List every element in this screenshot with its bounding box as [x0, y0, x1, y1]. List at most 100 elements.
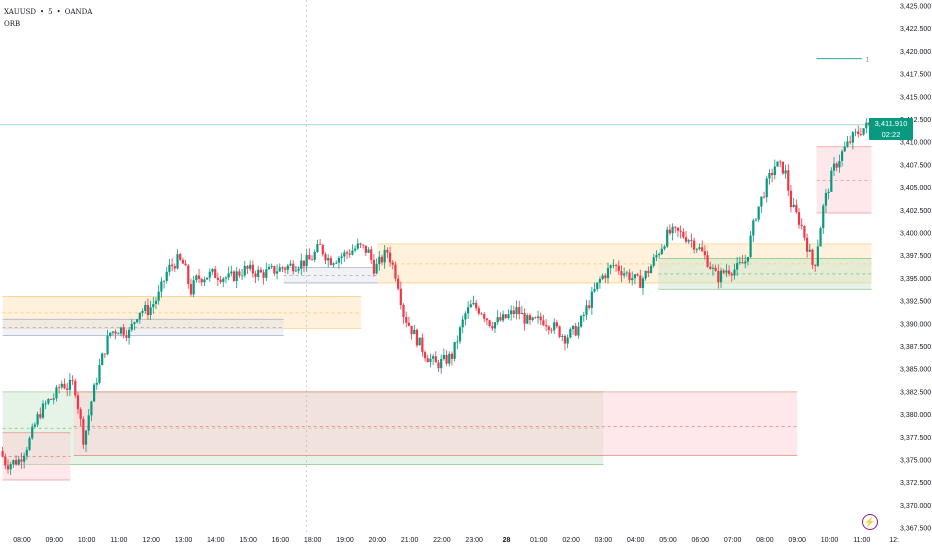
- indicator-label[interactable]: ORB: [4, 20, 21, 28]
- candle-body: [316, 244, 319, 252]
- candle-body: [722, 270, 725, 273]
- candle-body: [703, 251, 706, 256]
- candle-body: [830, 170, 833, 192]
- y-tick-label: 3,417.500: [900, 72, 931, 79]
- candle-body: [413, 329, 416, 335]
- candle-body: [95, 382, 98, 385]
- candle-body: [518, 307, 521, 315]
- x-tick-label: 15:00: [239, 537, 257, 544]
- candle-body: [666, 229, 669, 247]
- candle-body: [649, 265, 653, 274]
- candle-body: [746, 256, 750, 262]
- candle-body: [160, 281, 163, 292]
- candle-body: [531, 317, 534, 321]
- candle-body: [660, 248, 663, 255]
- candle-body: [461, 319, 464, 328]
- candle-body: [267, 267, 271, 270]
- candle-body: [776, 161, 779, 167]
- candle-body: [146, 305, 150, 316]
- candle-body: [693, 240, 696, 250]
- candle-body: [614, 264, 618, 266]
- candle-body: [176, 254, 179, 269]
- x-tick-label: 19:00: [336, 537, 354, 544]
- candle-body: [122, 327, 125, 336]
- tradingview-logo-icon[interactable]: ⚡: [862, 514, 878, 530]
- candle-body: [835, 163, 838, 168]
- candle-body: [305, 254, 308, 267]
- candle-body: [765, 178, 768, 198]
- candle-body: [625, 272, 628, 274]
- candle-body: [434, 356, 437, 363]
- y-tick-label: 3,392.500: [900, 299, 931, 306]
- x-tick-label: 05:00: [659, 537, 677, 544]
- candle-body: [553, 322, 556, 331]
- candle-body: [294, 270, 297, 272]
- candle-body: [604, 275, 607, 279]
- y-tick-label: 3,402.500: [900, 208, 931, 215]
- candle-body: [577, 326, 580, 336]
- candle-body: [781, 161, 784, 174]
- candle-body: [372, 259, 376, 274]
- symbol-line: XAUUSD • 5 • OANDA: [4, 6, 92, 18]
- candle-body: [203, 279, 206, 283]
- candle-body: [238, 271, 241, 276]
- candle-body: [370, 249, 373, 260]
- y-tick-label: 3,397.500: [900, 253, 931, 260]
- candle-body: [60, 383, 63, 388]
- candle-body: [501, 314, 505, 321]
- candle-body: [816, 246, 819, 266]
- candle-body: [58, 387, 61, 389]
- candle-body: [127, 329, 131, 338]
- candle-body: [4, 456, 7, 466]
- candle-body: [658, 254, 661, 256]
- candle-body: [388, 252, 392, 263]
- candle-body: [292, 263, 295, 272]
- candle-body: [795, 204, 798, 213]
- candle-body: [523, 313, 526, 324]
- orb-zone-green: [658, 258, 872, 290]
- candle-body: [655, 255, 658, 258]
- orb-zone-red: [73, 391, 798, 456]
- candle-body: [663, 246, 666, 249]
- candle-body: [208, 271, 211, 278]
- candle-body: [684, 237, 688, 242]
- candle-body: [647, 270, 650, 274]
- candle-body: [542, 320, 545, 326]
- broker-label: OANDA: [64, 8, 93, 16]
- candle-body: [652, 257, 655, 266]
- candle-body: [491, 326, 494, 329]
- candle-body: [52, 398, 55, 400]
- x-tick-label: 13:00: [175, 537, 193, 544]
- price-axis: 3,425.000 3,422.500 3,420.000 3,417.500 3,41…: [873, 0, 932, 550]
- x-tick-label: 18:00: [304, 537, 322, 544]
- candle-body: [458, 327, 462, 342]
- candle-body: [779, 161, 782, 163]
- x-tick-label: 10:00: [821, 537, 839, 544]
- candle-body: [119, 327, 123, 334]
- y-tick-label: 3,367.500: [900, 526, 931, 533]
- candle-body: [179, 254, 182, 260]
- candle-body: [200, 278, 203, 283]
- candle-body: [286, 265, 289, 270]
- candle-body: [867, 122, 871, 125]
- x-tick-label: 21:00: [401, 537, 419, 544]
- price-axis-background[interactable]: [873, 0, 932, 550]
- candle-body: [426, 358, 429, 363]
- symbol-name[interactable]: XAUUSD: [4, 8, 36, 16]
- candle-body: [197, 275, 201, 279]
- x-tick-label: 08:00: [756, 537, 774, 544]
- interval-label[interactable]: 5: [48, 8, 53, 16]
- bar-countdown: 02:22: [881, 130, 901, 139]
- candle-body: [598, 279, 602, 283]
- legend-separator: •: [40, 8, 45, 16]
- candle-body: [714, 267, 717, 272]
- y-tick-label: 3,400.000: [900, 231, 931, 238]
- candle-body: [555, 322, 558, 327]
- candle-body: [620, 271, 623, 276]
- candle-body: [851, 132, 854, 143]
- candle-body: [822, 205, 825, 229]
- candle-body: [380, 256, 384, 263]
- candle-body: [351, 250, 354, 255]
- candle-body: [173, 266, 176, 269]
